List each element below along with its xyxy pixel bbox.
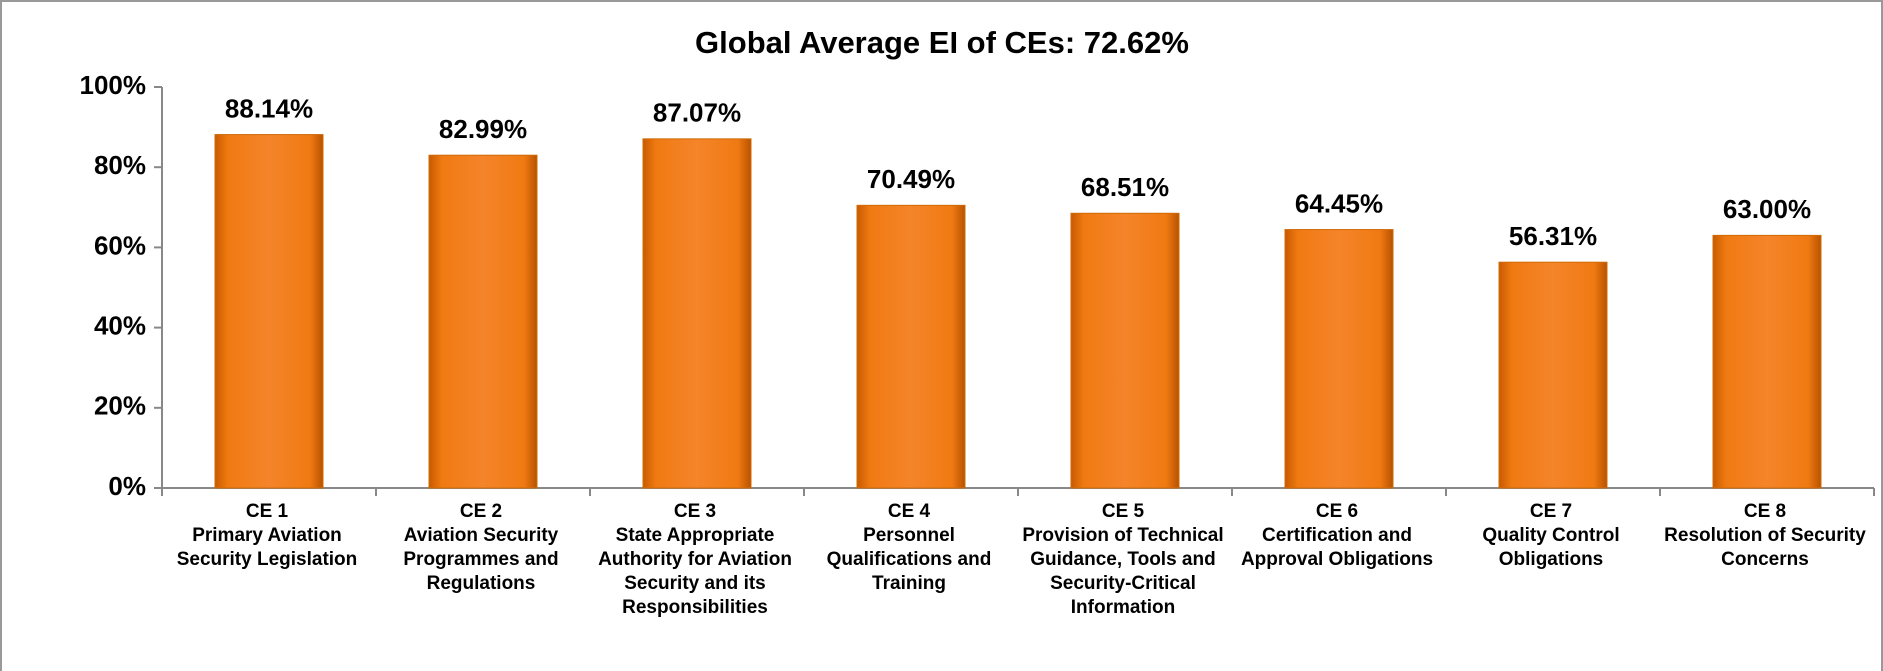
- bar: [642, 138, 752, 489]
- value-label: 87.07%: [653, 98, 741, 128]
- value-label: 82.99%: [439, 114, 527, 144]
- y-tick-label: 0%: [108, 471, 146, 501]
- value-label: 63.00%: [1723, 194, 1811, 224]
- x-tick-label: CE 7 Quality Control Obligations: [1482, 501, 1620, 570]
- bar: [1498, 261, 1608, 489]
- x-tick-label: CE 2 Aviation Security Programmes and Re…: [403, 501, 559, 594]
- y-tick-label: 60%: [94, 230, 146, 260]
- bar: [1712, 234, 1822, 489]
- y-tick-label: 80%: [94, 150, 146, 180]
- x-tick-label: CE 3 State Appropriate Authority for Avi…: [598, 501, 792, 618]
- bar: [214, 134, 324, 489]
- x-tick-label: CE 4 Personnel Qualifications and Traini…: [826, 501, 992, 594]
- y-tick-label: 20%: [94, 391, 146, 421]
- x-tick-label: CE 5 Provision of Technical Guidance, To…: [1022, 501, 1224, 618]
- value-label: 88.14%: [225, 93, 313, 123]
- chart-title: Global Average EI of CEs: 72.62%: [695, 25, 1189, 60]
- value-label: 64.45%: [1295, 188, 1383, 218]
- y-tick-label: 100%: [80, 70, 147, 100]
- x-tick-label: CE 1 Primary Aviation Security Legislati…: [176, 501, 358, 570]
- value-label: 70.49%: [867, 164, 955, 194]
- bar: [428, 154, 538, 489]
- value-label: 56.31%: [1509, 221, 1597, 251]
- y-tick-label: 40%: [94, 310, 146, 340]
- value-label: 68.51%: [1081, 172, 1169, 202]
- bar: [856, 204, 966, 489]
- x-tick-label: CE 8 Resolution of Security Concerns: [1664, 501, 1866, 570]
- x-tick-label: CE 6 Certification and Approval Obligati…: [1240, 501, 1434, 570]
- bar: [1070, 212, 1180, 489]
- bar: [1284, 229, 1394, 489]
